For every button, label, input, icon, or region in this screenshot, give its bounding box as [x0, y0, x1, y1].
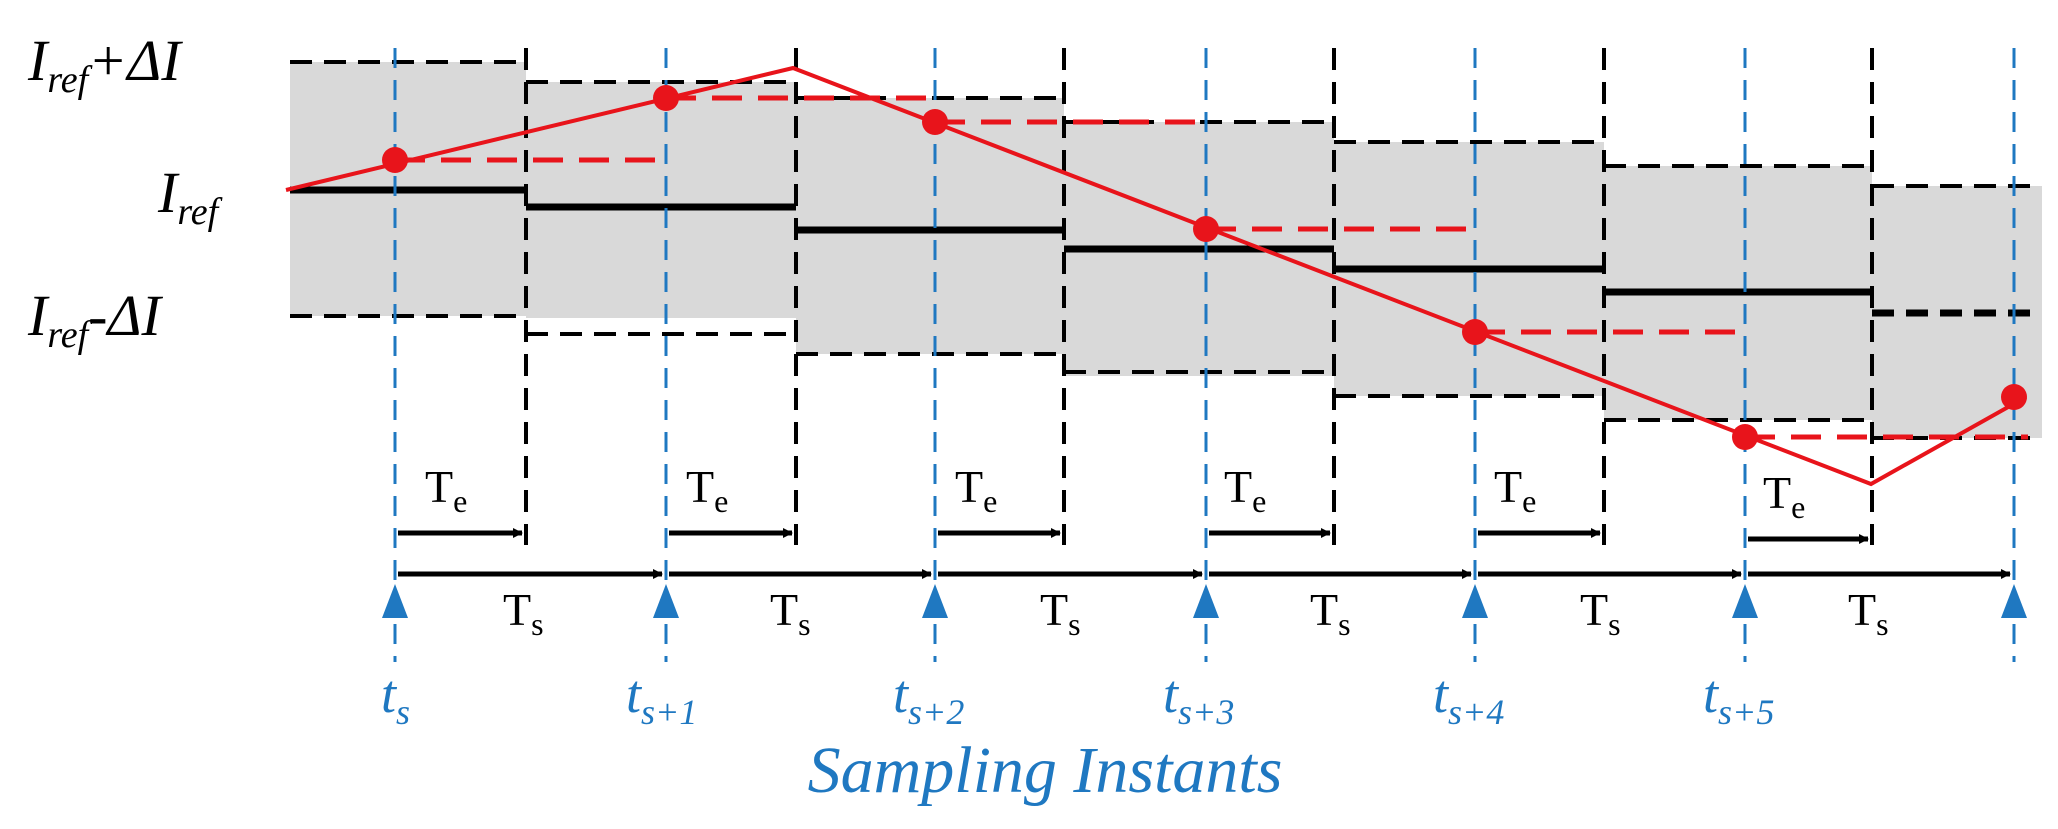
sample-point [922, 109, 948, 135]
te-arrows [398, 528, 1869, 544]
te-label: Te [1763, 467, 1805, 525]
sampling-arrow-icon [922, 584, 948, 618]
ts-label: Ts [1580, 584, 1621, 642]
sample-point [2001, 384, 2027, 410]
te-label: Te [955, 461, 997, 519]
ts-label: Ts [503, 584, 544, 642]
sampling-arrow-icon [382, 584, 408, 618]
sampling-instant-label: ts+1 [626, 664, 697, 732]
te-label: Te [1224, 461, 1266, 519]
label-upper-bound: Iref+ΔI [27, 28, 183, 101]
y-axis-labels: Iref+ΔI Iref Iref-ΔI [27, 28, 223, 356]
sampling-instant-label: ts [381, 664, 410, 732]
sample-point [1462, 319, 1488, 345]
te-label: Te [1494, 461, 1536, 519]
sampling-instant-lines [393, 48, 2016, 662]
reference-staircase [290, 186, 2042, 317]
sampling-arrow-icon [2001, 584, 2027, 618]
sampling-arrows [382, 584, 2027, 618]
te-label: Te [686, 461, 728, 519]
sampling-arrow-icon [1462, 584, 1488, 618]
sampling-instant-label: ts+3 [1163, 664, 1234, 732]
caption: Sampling Instants [808, 734, 1283, 807]
sampled-hold-lines [395, 95, 2028, 440]
label-reference: Iref [157, 160, 223, 233]
current-trace [285, 65, 2027, 487]
sample-point [382, 147, 408, 173]
sampling-instant-label: ts+2 [893, 664, 964, 732]
te-labels: Te Te Te Te Te Te [425, 461, 1805, 525]
sample-point [653, 85, 679, 111]
sampling-arrow-icon [1193, 584, 1219, 618]
sampling-arrow-icon [653, 584, 679, 618]
band-segment [796, 98, 1064, 354]
sampling-instant-labels: ts ts+1 ts+2 ts+3 ts+4 ts+5 [381, 664, 1774, 732]
sampling-instant-label: ts+4 [1433, 664, 1504, 732]
sampling-instant-label: ts+5 [1703, 664, 1774, 732]
sample-point [1732, 424, 1758, 450]
sample-point [1193, 216, 1219, 242]
sampling-arrow-icon [1732, 584, 1758, 618]
sample-points [382, 85, 2027, 450]
te-label: Te [425, 461, 467, 519]
ts-labels: Ts Ts Ts Ts Ts Ts [503, 584, 1889, 642]
ts-label: Ts [1040, 584, 1081, 642]
ts-label: Ts [1310, 584, 1351, 642]
ts-label: Ts [770, 584, 811, 642]
label-lower-bound: Iref-ΔI [27, 283, 163, 356]
band-segment [526, 82, 796, 318]
ts-label: Ts [1848, 584, 1889, 642]
